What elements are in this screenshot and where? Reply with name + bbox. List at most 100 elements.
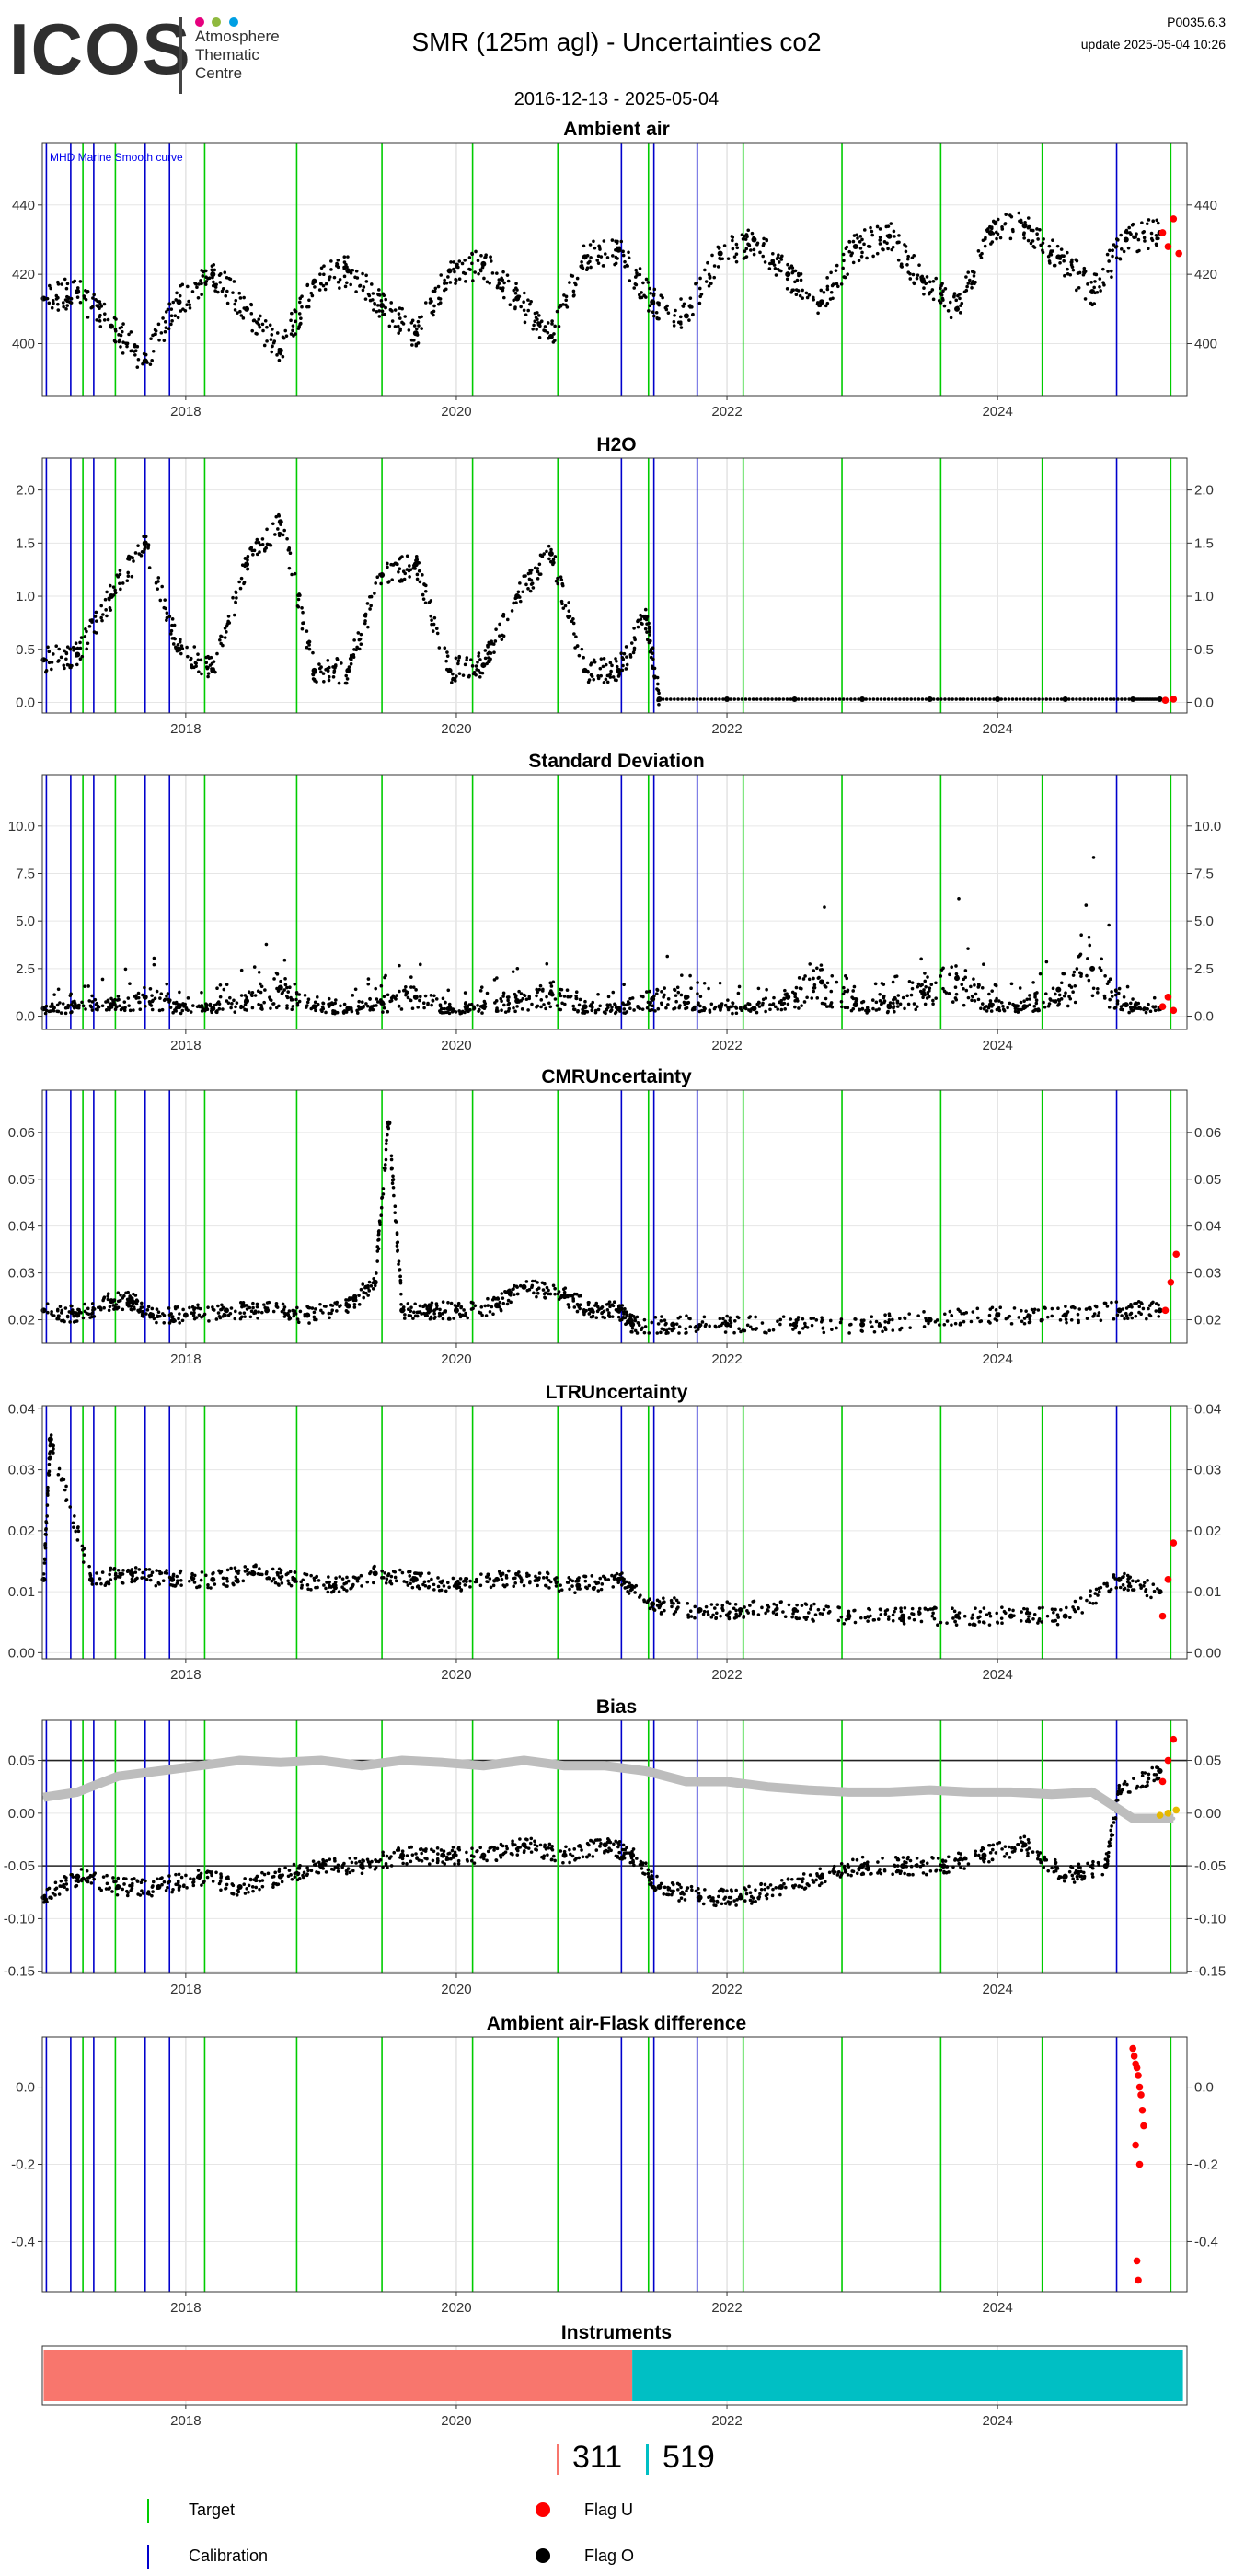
cloud-point-ambient-air-4-1 [185,284,190,289]
y-tick-label-right-ltr-uncertainty-4: 0.04 [1194,1401,1221,1417]
cloud-point-ambient-air-14-33 [523,320,527,325]
x-tick-label-ltr-uncertainty-3: 2024 [982,1667,1012,1683]
cloud-point-ambient-air-30-20 [1075,288,1078,293]
cloud-point-standard-deviation-8-33 [321,1006,326,1011]
cloud-point-standard-deviation-11-9 [443,1000,447,1005]
cloud-point-h2o-8-33 [326,666,329,671]
cloud-point-standard-deviation-23-19 [824,985,828,989]
cloud-point-ambient-air-0-13 [73,279,77,283]
cloud-point-ltr-uncertainty-7-24 [332,1582,336,1587]
cloud-point-standard-deviation-14-23 [538,983,543,988]
cloud-point-cmr-uncertainty-3-17 [132,1305,136,1309]
cloud-point-cmr-uncertainty-26-11 [1020,1319,1024,1324]
cloud-point-h2o-13-16 [510,609,514,613]
cloud-point-ambient-air-32-30 [1134,236,1137,239]
cloud-point-ambient-air-9-27 [376,304,380,307]
cloud-point-h2o-17-27 [639,621,643,626]
cloud-point-ambient-air-25-14 [908,277,913,281]
cloud-point-cmr-uncertainty-20-19 [642,1317,647,1322]
cloud-point-h2o-15-31 [560,581,565,586]
cloud-point-cmr-uncertainty-5-21 [190,1311,193,1316]
cloud-point-ambient-air-20-27 [740,233,744,237]
cloud-point-ambient-air-5-12 [220,289,225,293]
cloud-point-h2o-14-5 [521,590,525,594]
cloud-point-standard-deviation-10-28 [386,1009,390,1014]
cloud-point-ltr-uncertainty-7-31 [327,1575,330,1579]
cloud-point-ambient-air-2-15 [133,353,137,357]
cloud-point-cmr-uncertainty-28-32 [1130,1305,1134,1309]
cloud-point-cmr-uncertainty-22-4 [771,1328,776,1332]
cloud-point-h2o-19-0 [657,697,662,701]
cloud-point-standard-deviation-32-9 [1127,1010,1131,1015]
cloud-point-h2o-3-9 [170,637,175,640]
cloud-point-ambient-air-28-3 [1008,236,1013,241]
cloud-point-standard-deviation-13-19 [507,1006,512,1011]
cloud-point-cmr-uncertainty-25-3 [975,1306,980,1311]
cloud-point-cmr-uncertainty-10-24 [376,1247,381,1251]
cloud-point-ltr-uncertainty-13-2 [537,1571,542,1575]
cloud-point-h2o-19-15 [713,697,718,701]
cloud-point-ambient-air-25-13 [892,229,896,234]
cloud-point-h2o-9-28 [363,612,368,616]
cloud-point-ambient-air-32-5 [1135,232,1138,236]
cloud-point-ambient-air-7-26 [307,298,311,303]
cloud-point-standard-deviation-15-29 [562,995,567,998]
cloud-point-h2o-8-32 [333,663,338,667]
cloud-point-ambient-air-8-11 [322,272,326,277]
cloud-point-h2o-7-17 [300,606,304,610]
cloud-point-standard-deviation-29-16 [1044,960,1049,964]
x-tick-label-cmr-uncertainty-0: 2018 [170,1351,201,1367]
cloud-point-cmr-uncertainty-24-6 [898,1328,902,1332]
data-point-ltr-uncertainty-measurement-0 [40,1576,47,1582]
cloud-point-ambient-air-2-1 [120,329,124,334]
cloud-point-standard-deviation-31-29 [1102,996,1107,1000]
cloud-point-h2o-0-25 [56,660,60,663]
cloud-point-standard-deviation-25-19 [916,984,920,989]
cloud-point-standard-deviation-0-17 [69,1010,73,1015]
cloud-point-h2o-13-30 [489,657,492,661]
cloud-point-ambient-air-5-3 [237,291,242,295]
cloud-point-standard-deviation-8-23 [335,1010,340,1015]
cloud-point-ltr-uncertainty-12-21 [501,1583,506,1587]
cloud-point-h2o-1-15 [104,608,108,612]
cloud-point-cmr-uncertainty-7-20 [288,1317,293,1320]
cloud-point-standard-deviation-25-20 [892,997,895,1002]
cloud-point-standard-deviation-10-29 [386,993,390,997]
cloud-point-cmr-uncertainty-11-27 [398,1274,402,1279]
cloud-point-standard-deviation-27-6 [972,977,975,981]
cloud-point-h2o-9-30 [352,648,356,651]
cloud-point-ambient-air-6-33 [265,339,269,343]
cloud-point-cmr-uncertainty-2-21 [128,1294,132,1298]
cloud-point-ltr-uncertainty-4-7 [203,1573,208,1578]
cloud-point-standard-deviation-10-18 [395,994,398,997]
cloud-point-ltr-uncertainty-0-15 [45,1493,50,1497]
cloud-point-ltr-uncertainty-2-24 [118,1575,122,1579]
cloud-point-ambient-air-22-8 [801,296,804,300]
cloud-point-standard-deviation-14-28 [519,992,524,995]
cloud-point-standard-deviation-23-31 [824,996,828,1001]
cloud-point-standard-deviation-17-32 [649,1001,652,1005]
cloud-point-h2o-23-0 [928,697,932,701]
cloud-point-h2o-11-16 [445,654,450,658]
cloud-point-ltr-uncertainty-12-28 [527,1573,531,1578]
cloud-point-ambient-air-24-4 [875,251,880,256]
cloud-point-standard-deviation-11-2 [446,988,451,993]
cloud-point-standard-deviation-1-26 [94,1002,98,1006]
cloud-point-standard-deviation-20-15 [733,1005,738,1009]
cloud-point-ambient-air-3-32 [145,361,149,364]
cloud-point-standard-deviation-5-18 [222,987,226,992]
cloud-point-h2o-0-19 [47,661,52,665]
cloud-point-h2o-2-31 [142,535,145,539]
cloud-point-standard-deviation-1-20 [89,1005,94,1009]
cloud-point-cmr-uncertainty-11-22 [393,1211,397,1215]
cloud-point-ambient-air-31-20 [1119,247,1124,251]
cloud-point-cmr-uncertainty-27-24 [1073,1305,1077,1310]
cloud-point-standard-deviation-22-19 [819,963,824,967]
cloud-point-ambient-air-8-28 [342,265,346,270]
y-tick-label-left-h2o-3: 1.5 [16,535,35,551]
cloud-point-h2o-11-19 [444,667,449,672]
cloud-point-standard-deviation-0-18 [73,1001,77,1006]
cloud-point-standard-deviation-11-8 [418,962,422,967]
cloud-point-h2o-18-15 [645,630,649,634]
cloud-point-cmr-uncertainty-7-33 [267,1300,271,1305]
